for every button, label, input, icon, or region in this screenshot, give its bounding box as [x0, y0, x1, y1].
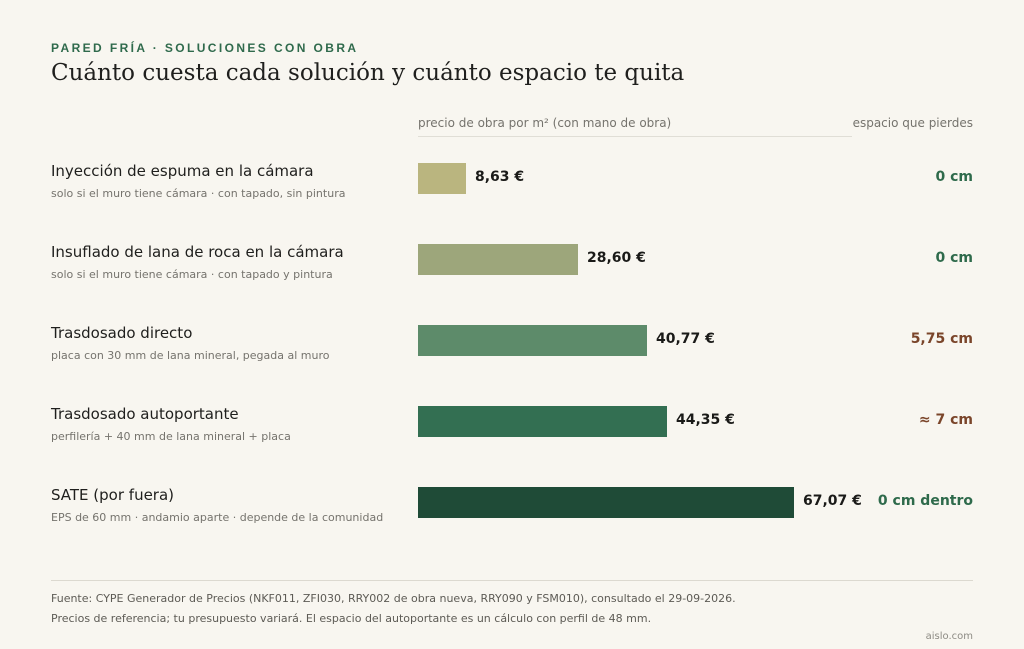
price-value-label: 8,63 €: [475, 169, 525, 185]
solution-note: solo si el muro tiene cámara · con tapad…: [51, 268, 333, 281]
space-lost-value: 5,75 cm: [910, 331, 973, 347]
source-note: Fuente: CYPE Generador de Precios (NKF01…: [51, 592, 736, 605]
chart-row: Trasdosado directo placa con 30 mm de lan…: [0, 324, 1024, 384]
disclaimer-note: Precios de referencia; tu presupuesto va…: [51, 612, 652, 625]
price-bar: [418, 406, 667, 437]
solution-name: Insuflado de lana de roca en la cámara: [51, 243, 344, 261]
price-value-label: 67,07 €: [803, 493, 862, 509]
solution-note: EPS de 60 mm · andamio aparte · depende …: [51, 511, 384, 524]
space-lost-value: 0 cm: [935, 250, 973, 266]
price-value-label: 40,77 €: [656, 331, 715, 347]
chart-title: Cuánto cuesta cada solución y cuánto esp…: [51, 60, 685, 86]
price-column-header: precio de obra por m² (con mano de obra): [418, 116, 672, 130]
price-bar: [418, 163, 466, 194]
chart-row: Trasdosado autoportante perfilería + 40 m…: [0, 405, 1024, 465]
solution-name: Inyección de espuma en la cámara: [51, 162, 314, 180]
price-value-label: 28,60 €: [587, 250, 646, 266]
solution-note: placa con 30 mm de lana mineral, pegada …: [51, 349, 330, 362]
solution-name: Trasdosado autoportante: [51, 405, 239, 423]
chart-row: Insuflado de lana de roca en la cámara so…: [0, 243, 1024, 303]
chart-row: Inyección de espuma en la cámara solo si …: [0, 162, 1024, 222]
solution-name: SATE (por fuera): [51, 486, 175, 504]
space-lost-value: ≈ 7 cm: [918, 412, 973, 428]
chart-row: SATE (por fuera) EPS de 60 mm · andamio a…: [0, 486, 1024, 546]
price-bar: [418, 325, 647, 356]
price-bar: [418, 487, 794, 518]
solution-name: Trasdosado directo: [51, 324, 193, 342]
brand-link[interactable]: aislo.com: [925, 631, 973, 642]
space-column-header: espacio que pierdes: [852, 116, 973, 130]
footer-rule: [51, 580, 973, 581]
kicker: PARED FRÍA · SOLUCIONES CON OBRA: [51, 41, 359, 55]
space-lost-value: 0 cm dentro: [877, 493, 973, 509]
price-bar: [418, 244, 578, 275]
solution-note: solo si el muro tiene cámara · con tapad…: [51, 187, 346, 200]
column-header-rule: [418, 136, 852, 137]
price-value-label: 44,35 €: [676, 412, 735, 428]
space-lost-value: 0 cm: [935, 169, 973, 185]
solution-note: perfilería + 40 mm de lana mineral + pla…: [51, 430, 291, 443]
